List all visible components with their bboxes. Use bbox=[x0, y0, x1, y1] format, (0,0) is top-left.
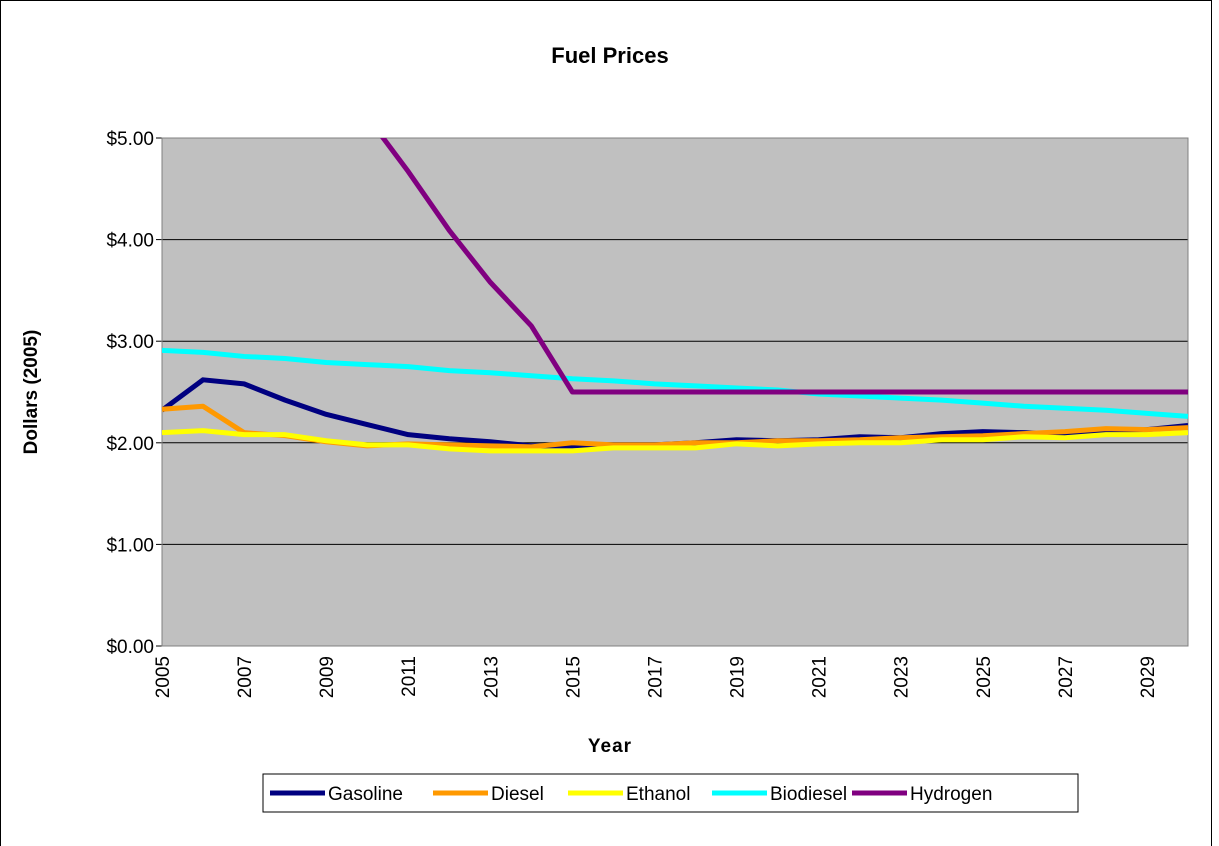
x-axis-label: Year bbox=[588, 736, 632, 757]
y-tick-label: $0.00 bbox=[106, 637, 154, 658]
series-line bbox=[380, 138, 1188, 395]
y-tick-label: $2.00 bbox=[106, 434, 154, 455]
y-tick-label: $5.00 bbox=[106, 129, 154, 150]
x-tick-label: 2019 bbox=[728, 656, 749, 698]
x-tick-label: 2011 bbox=[399, 656, 420, 697]
legend-label: Biodiesel bbox=[770, 784, 847, 805]
y-axis-label: Dollars (2005) bbox=[21, 330, 42, 455]
x-tick-label: 2027 bbox=[1056, 656, 1077, 698]
x-tick-label: 2017 bbox=[645, 656, 666, 698]
series-line bbox=[162, 428, 1188, 454]
x-tick-label: 2021 bbox=[810, 656, 831, 698]
legend-label: Ethanol bbox=[626, 784, 690, 805]
x-tick-label: 2013 bbox=[481, 656, 502, 698]
chart-title: Fuel Prices bbox=[551, 43, 668, 68]
x-tick-label: 2025 bbox=[974, 656, 995, 698]
series-group bbox=[162, 347, 1188, 419]
x-tick-label: 2023 bbox=[892, 656, 913, 698]
x-tick-label: 2029 bbox=[1138, 656, 1159, 698]
legend-label: Diesel bbox=[491, 784, 544, 805]
x-tick-label: 2009 bbox=[317, 656, 338, 698]
legend-label: Gasoline bbox=[328, 784, 403, 805]
series-group bbox=[162, 428, 1188, 454]
y-tick-label: $4.00 bbox=[106, 231, 154, 252]
x-tick-label: 2007 bbox=[235, 656, 256, 698]
series-group bbox=[380, 138, 1188, 395]
y-tick-label: $1.00 bbox=[106, 535, 154, 556]
x-tick-label: 2005 bbox=[153, 656, 174, 698]
series-line bbox=[162, 347, 1188, 419]
legend bbox=[262, 773, 1079, 813]
legend-label: Hydrogen bbox=[910, 784, 992, 805]
y-tick-label: $3.00 bbox=[106, 332, 154, 353]
x-tick-label: 2015 bbox=[563, 656, 584, 698]
